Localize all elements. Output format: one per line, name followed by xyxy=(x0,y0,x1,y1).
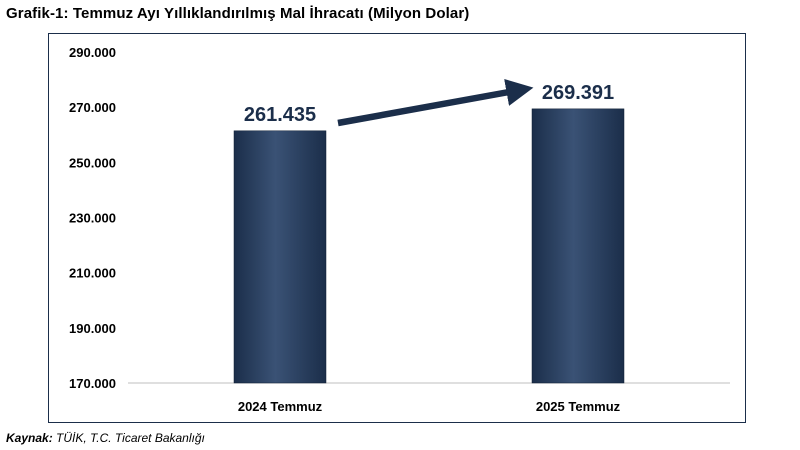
source-label: Kaynak: xyxy=(6,431,53,445)
x-category-label: 2025 Temmuz xyxy=(536,399,621,414)
x-category-label: 2024 Temmuz xyxy=(238,399,323,414)
source-text: TÜİK, T.C. Ticaret Bakanlığı xyxy=(56,431,205,445)
y-tick-label: 170.000 xyxy=(69,376,116,391)
y-tick-label: 290.000 xyxy=(69,45,116,60)
bar xyxy=(531,108,625,384)
y-tick-label: 250.000 xyxy=(69,155,116,170)
y-tick-label: 190.000 xyxy=(69,321,116,336)
source-note: Kaynak: TÜİK, T.C. Ticaret Bakanlığı xyxy=(6,431,205,445)
increase-arrow xyxy=(337,79,534,127)
chart-frame xyxy=(48,33,746,423)
chart-title: Grafik-1: Temmuz Ayı Yıllıklandırılmış M… xyxy=(6,5,470,22)
y-tick-label: 230.000 xyxy=(69,211,116,226)
bar xyxy=(233,130,327,384)
y-tick-label: 270.000 xyxy=(69,100,116,115)
bar-value-label: 261.435 xyxy=(244,104,316,126)
bar-value-label: 269.391 xyxy=(542,82,614,104)
y-tick-label: 210.000 xyxy=(69,266,116,281)
